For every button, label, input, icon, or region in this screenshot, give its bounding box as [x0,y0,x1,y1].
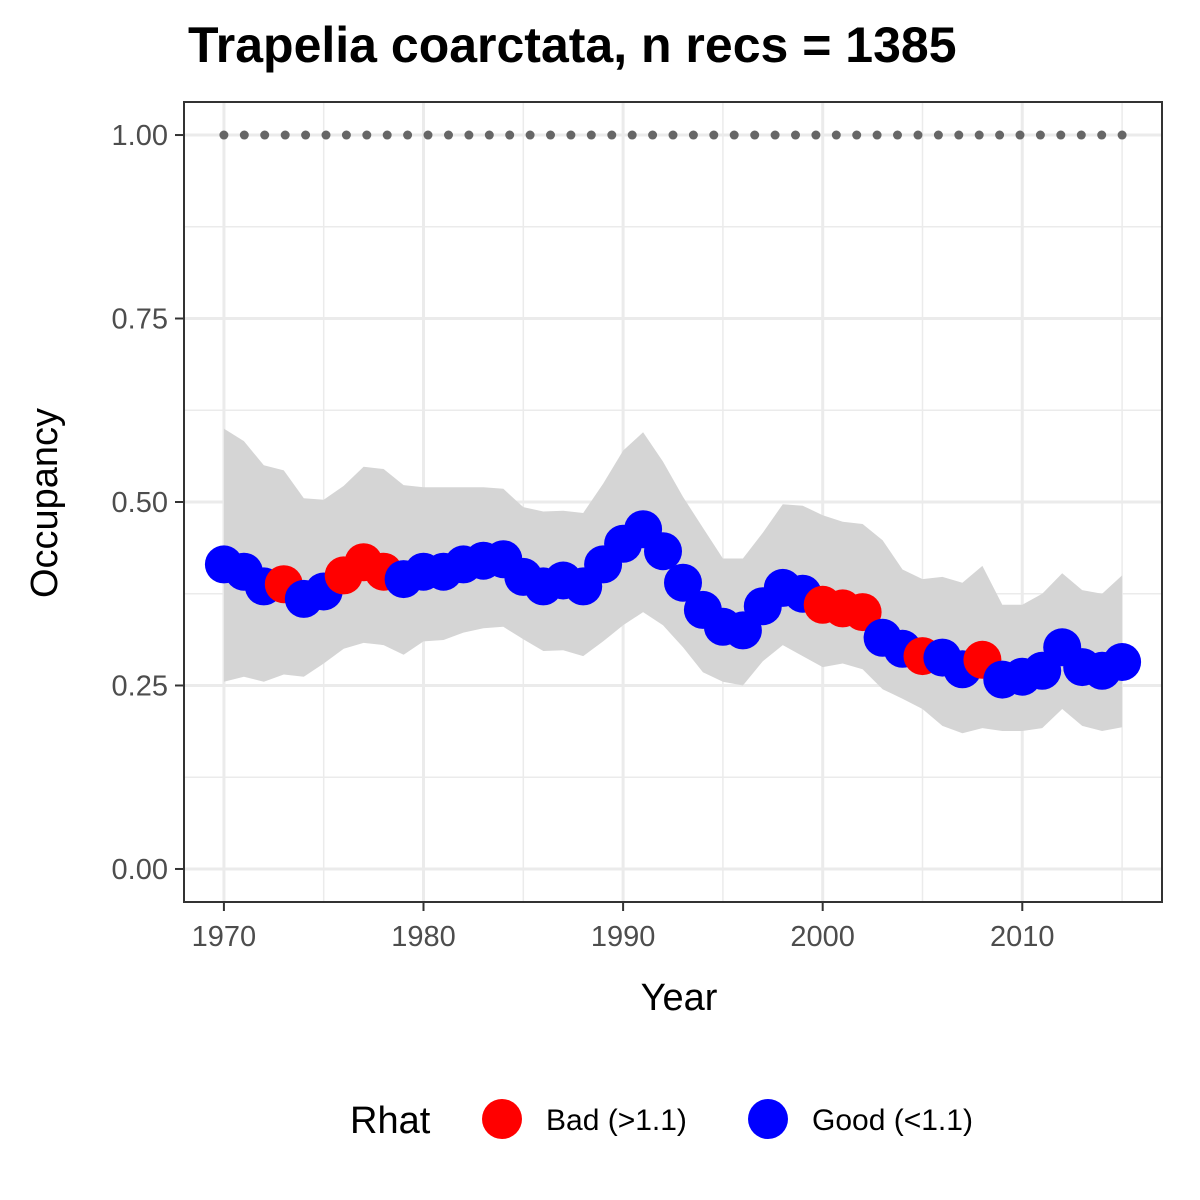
x-tick-label: 1990 [591,921,656,953]
y-tick-label: 0.75 [112,304,168,336]
occupancy-points: 1970: 0.4151971: 0.4051972: 0.3851973: 0… [204,510,1142,699]
reference-dot [382,130,392,140]
reference-dot [933,130,943,140]
legend: Rhat Bad (>1.1) Good (<1.1) [350,1099,973,1142]
reference-dot [1056,130,1066,140]
legend-key-good [748,1099,788,1139]
legend-label-bad: Bad (>1.1) [546,1104,687,1137]
x-tick-label: 1980 [391,921,456,953]
reference-dot [709,130,719,140]
y-tick-label: 0.25 [112,670,168,702]
reference-dot [239,130,249,140]
reference-dot [260,130,270,140]
x-tick-label: 1970 [192,921,257,953]
reference-dot [219,130,229,140]
reference-dot [1076,130,1086,140]
reference-dot [1097,130,1107,140]
reference-dot [362,130,372,140]
reference-dot [464,130,474,140]
x-tick-label: 2010 [990,921,1055,953]
y-tick-label: 0.50 [112,487,168,519]
reference-dot [770,130,780,140]
reference-dot [525,130,535,140]
reference-dot [403,130,413,140]
reference-dot [341,130,351,140]
y-tick-label: 1.00 [112,120,168,152]
reference-dot [586,130,596,140]
reference-dot [321,130,331,140]
x-axis: 1970 1980 1990 2000 2010 [192,902,1055,953]
reference-dot [301,130,311,140]
reference-dot [872,130,882,140]
reference-dot [954,130,964,140]
reference-dot [974,130,984,140]
chart-title: Trapelia coarctata, n recs = 1385 [188,17,957,73]
reference-dot [688,130,698,140]
reference-dot [995,130,1005,140]
reference-dot [627,130,637,140]
occupancy-point-1993: 1993: 0.39 [664,563,702,602]
reference-dot [811,130,821,140]
y-axis-title: Occupancy [24,408,66,598]
reference-dot [1035,130,1045,140]
reference-dot [546,130,555,140]
reference-dot [913,130,923,140]
legend-key-bad [482,1099,522,1139]
reference-dot [1117,130,1127,140]
reference-dot [729,130,739,140]
occupancy-point-2002: 2002: 0.35 [843,593,882,632]
reference-dot [505,130,515,140]
reference-dot [423,130,433,140]
x-tick-label: 2000 [790,921,855,953]
reference-dot [791,130,800,140]
reference-dot [831,130,841,140]
reference-dot [484,130,494,140]
reference-dot [444,130,453,140]
x-axis-title: Year [641,977,718,1019]
y-tick-label: 0.00 [112,854,168,886]
reference-dot [893,130,902,140]
occupancy-point-1992: 1992: 0.433 [644,532,682,571]
reference-dot [648,130,658,140]
reference-dot [750,130,760,140]
reference-dot [607,130,617,140]
reference-dot [566,130,576,140]
reference-dot [668,130,678,140]
reference-dot [1015,130,1025,140]
y-axis: 0.00 0.25 0.50 0.75 1.00 [112,120,184,886]
occupancy-point-2015: 2015: 0.282 [1103,643,1142,681]
legend-title: Rhat [350,1100,431,1142]
reference-dot [280,130,290,140]
legend-label-good: Good (<1.1) [812,1104,973,1137]
reference-dot [852,130,862,140]
reference-line-dots [219,130,1127,140]
